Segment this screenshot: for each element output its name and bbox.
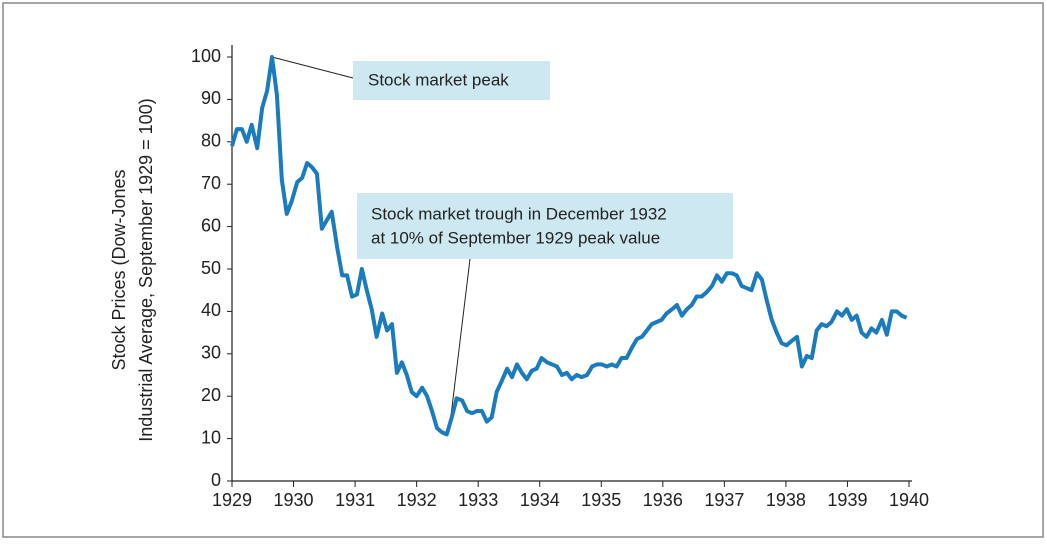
y-axis-label: Stock Prices (Dow-Jones [109,169,129,370]
x-tick-label: 1932 [397,490,437,510]
frame [2,2,1044,538]
pointer [448,258,471,433]
pointer [271,56,354,79]
x-tick-label: 1929 [212,490,252,510]
y-tick-label: 40 [201,300,221,320]
annotation: Stock market peak Stock market trough in… [353,61,733,259]
annotation-box [357,193,733,259]
y-tick-label: 90 [201,88,221,108]
x-tick-label: 1937 [704,490,744,510]
x-tick-label: 1933 [458,490,498,510]
x-tick-label: 1940 [889,490,929,510]
y-tick-label: 80 [201,131,221,151]
annotation-box [353,61,550,100]
x-tick-label: 1931 [335,490,375,510]
x-tick-label: 1938 [766,490,806,510]
annotation-text: Stock market peak [368,70,509,89]
annotation-text: Stock market trough in December 1932 [371,204,667,223]
y-tick-label: 0 [211,470,221,490]
x-tick-label: 1936 [643,490,683,510]
x-tick-label: 1934 [520,490,560,510]
y-tick-label: 30 [201,343,221,363]
line [230,55,908,437]
y-tick-label: 100 [191,46,221,66]
y-tick-label: 70 [201,173,221,193]
x-tick-label: 1930 [274,490,314,510]
y-tick-label: 50 [201,258,221,278]
y-tick-label: 60 [201,215,221,235]
x-tick-label: 1935 [581,490,621,510]
x-tick-label: 1939 [827,490,867,510]
y-axis-label: Industrial Average, September 1929 = 100… [136,98,156,441]
y-tick-label: 20 [201,385,221,405]
annotation-text: at 10% of September 1929 peak value [371,228,660,247]
y-tick-label: 10 [201,427,221,447]
